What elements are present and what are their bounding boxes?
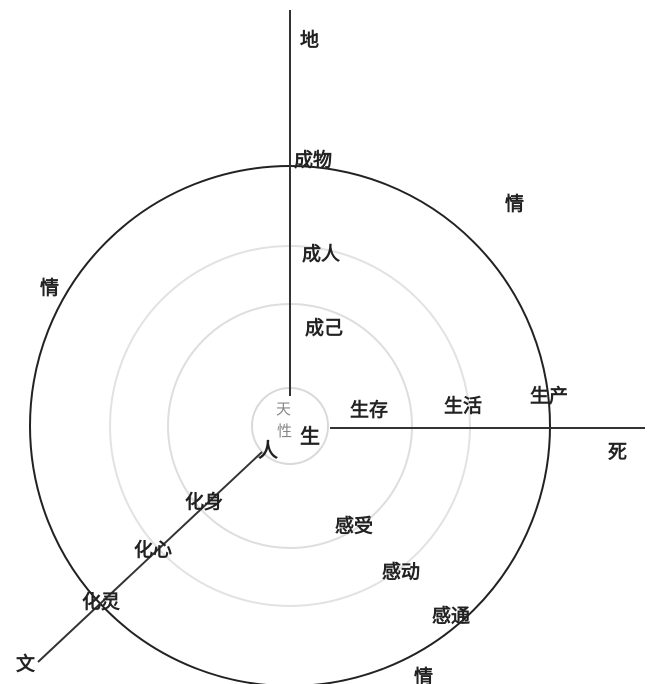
label-huashen: 化身 (185, 490, 223, 513)
label-xing: 性 (277, 422, 292, 440)
label-shenghuo: 生活 (444, 394, 482, 417)
label-chengren: 成人 (302, 242, 341, 265)
label-gantong: 感通 (432, 604, 471, 627)
label-gandong: 感动 (382, 560, 420, 583)
label-wen: 文 (16, 652, 36, 675)
label-di: 地 (300, 28, 319, 51)
label-chengwu: 成物 (294, 148, 332, 171)
label-shengchan: 生产 (530, 384, 568, 407)
label-qing-left: 情 (40, 276, 59, 299)
label-tian: 天 (276, 400, 291, 418)
label-si: 死 (608, 441, 627, 463)
label-hualing: 化灵 (82, 590, 121, 613)
label-qing-top-right: 情 (505, 192, 524, 215)
label-huaxin: 化心 (134, 538, 172, 561)
label-shengcun: 生存 (350, 398, 388, 421)
label-ganshou: 感受 (335, 514, 373, 537)
label-sheng-core: 生 (300, 424, 320, 448)
label-qing-bottom: 情 (414, 665, 433, 684)
diagonal-axis (37, 451, 263, 663)
label-chengji: 成己 (305, 316, 343, 339)
label-ren: 人 (258, 438, 279, 462)
